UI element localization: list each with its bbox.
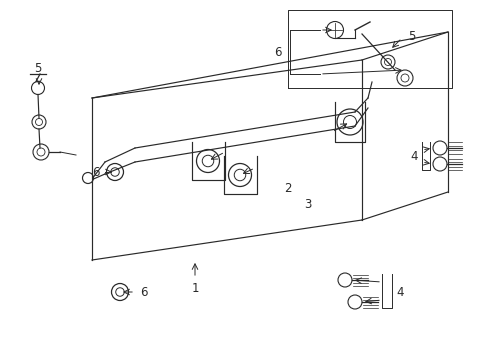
Text: 2: 2 — [284, 181, 292, 194]
Text: 6: 6 — [140, 285, 147, 298]
Text: 5: 5 — [408, 30, 416, 42]
Text: 4: 4 — [396, 285, 403, 298]
Text: 6: 6 — [274, 45, 282, 58]
Text: 3: 3 — [304, 198, 312, 211]
Text: 5: 5 — [34, 62, 42, 75]
Text: 4: 4 — [411, 149, 418, 162]
Text: 1: 1 — [191, 282, 199, 294]
Text: 6: 6 — [93, 166, 100, 179]
